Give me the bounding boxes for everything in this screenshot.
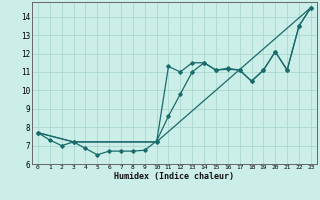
X-axis label: Humidex (Indice chaleur): Humidex (Indice chaleur) bbox=[115, 172, 234, 181]
